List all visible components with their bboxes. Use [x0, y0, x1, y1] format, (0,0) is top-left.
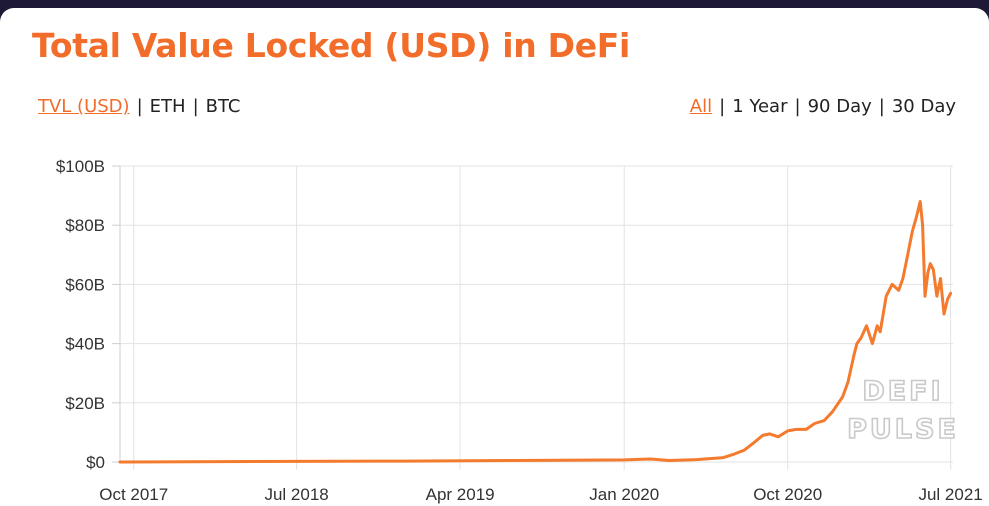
metric-option-tvl-usd[interactable]: TVL (USD): [38, 96, 130, 117]
filter-separator: |: [192, 96, 199, 117]
filter-separator: |: [878, 96, 885, 117]
chart-card: [0, 8, 989, 506]
filter-separator: |: [719, 96, 726, 117]
chart-grid: [120, 165, 953, 470]
range-option-all[interactable]: All: [689, 96, 713, 117]
y-tick-label: $40B: [65, 335, 105, 354]
y-tick-label: $100B: [56, 157, 105, 176]
y-tick-label: $20B: [65, 394, 105, 413]
chart-axes: $0 $20B $40B $60B $80B $100B Oct 2017 Jul 2018 A…: [56, 157, 983, 504]
metric-filter-group: TVL (USD) | ETH | BTC: [38, 96, 241, 117]
range-option-90-day[interactable]: 90 Day: [807, 96, 872, 117]
y-tick-label: $0: [86, 453, 105, 472]
x-tick-label: Apr 2019: [426, 485, 495, 504]
filter-separator: |: [794, 96, 801, 117]
metric-option-btc[interactable]: BTC: [205, 96, 241, 117]
page-title: Total Value Locked (USD) in DeFi: [32, 26, 631, 65]
y-tick-label: $80B: [65, 216, 105, 235]
x-tick-label: Jul 2018: [264, 485, 328, 504]
tvl-series-line: [118, 200, 953, 464]
range-option-30-day[interactable]: 30 Day: [891, 96, 956, 117]
chart-series: [118, 200, 953, 464]
range-filter-group: All | 1 Year | 90 Day | 30 Day: [690, 96, 956, 117]
watermark-line-1: DEFI: [862, 376, 943, 407]
x-tick-label: Oct 2020: [753, 485, 822, 504]
range-option-1-year[interactable]: 1 Year: [732, 96, 788, 117]
defi-pulse-watermark: DEFI PULSE: [846, 375, 959, 446]
watermark-line-2: PULSE: [847, 414, 959, 445]
y-tick-label: $60B: [65, 275, 105, 294]
filter-separator: |: [136, 96, 143, 117]
x-tick-label: Oct 2017: [99, 485, 168, 504]
x-tick-label: Jul 2021: [918, 485, 982, 504]
metric-option-eth[interactable]: ETH: [149, 96, 186, 117]
x-tick-label: Jan 2020: [589, 485, 659, 504]
